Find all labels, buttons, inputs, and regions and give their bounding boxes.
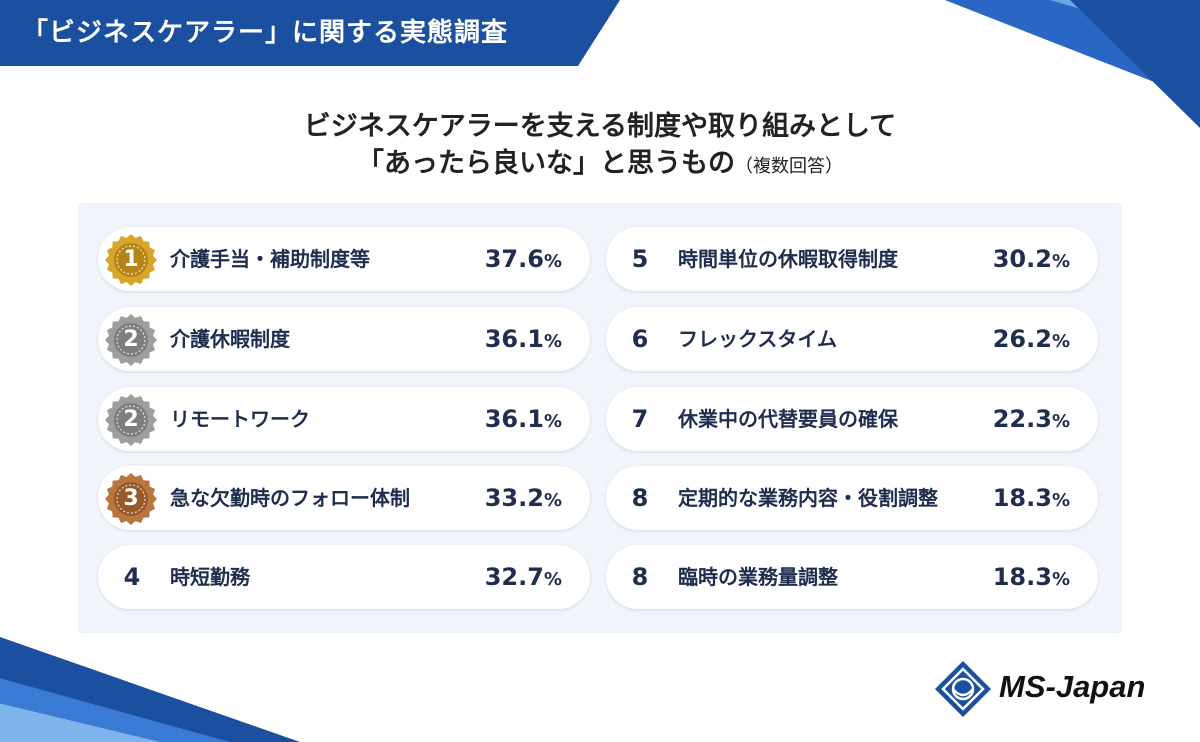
chart-title-line2: 「あったら良いな」と思うもの（複数回答）	[0, 145, 1200, 185]
item-value-unit: %	[1051, 490, 1070, 511]
item-value-unit: %	[1051, 331, 1070, 352]
item-value: 36.1%	[485, 307, 562, 371]
item-value-number: 26.2	[992, 325, 1052, 353]
company-logo: MS-Japan	[933, 655, 1163, 719]
rank-number: 3	[123, 486, 139, 511]
ranking-item: 8 定期的な業務内容・役割調整 18.3%	[606, 466, 1098, 530]
chart-title-line2-main: 「あったら良いな」と思うもの	[357, 148, 735, 179]
rank-number: 2	[123, 407, 139, 432]
ranking-item: 6 フレックスタイム 26.2%	[606, 307, 1098, 371]
item-value: 30.2%	[993, 227, 1070, 291]
chart-title-line1: ビジネスケアラーを支える制度や取り組みとして	[303, 111, 897, 142]
chart-title-note: （複数回答）	[735, 156, 843, 177]
rank-number: 8	[631, 484, 649, 512]
ranking-item: 7 休業中の代替要員の確保 22.3%	[606, 387, 1098, 451]
banner-title: 「ビジネスケアラー」に関する実態調査	[22, 18, 509, 48]
item-label: 休業中の代替要員の確保	[678, 407, 898, 431]
ranking-item: 8 臨時の業務量調整 18.3%	[606, 545, 1098, 609]
rank-number: 4	[123, 563, 141, 591]
rank-number: 6	[631, 325, 649, 353]
rank-number: 5	[631, 245, 649, 273]
item-label: 急な欠勤時のフォロー体制	[170, 486, 410, 510]
item-label: リモートワーク	[170, 407, 310, 431]
ranking-item: 2 リモートワーク 36.1%	[98, 387, 590, 451]
item-label: 介護手当・補助制度等	[170, 247, 370, 271]
ranking-panel: 1 介護手当・補助制度等 37.6% 2 介護休暇制度 36.1% 2 リモートワーク 36.1…	[78, 203, 1122, 633]
item-value-number: 18.3	[992, 484, 1052, 512]
ranking-item: 1 介護手当・補助制度等 37.6%	[98, 227, 590, 291]
item-value-unit: %	[1051, 569, 1070, 590]
logo-text: MS-Japan	[999, 669, 1146, 704]
item-value-unit: %	[543, 490, 562, 511]
ranking-item: 2 介護休暇制度 36.1%	[98, 307, 590, 371]
item-label: フレックスタイム	[678, 327, 837, 351]
rank-number: 7	[631, 405, 649, 433]
item-value-unit: %	[543, 569, 562, 590]
item-value: 33.2%	[485, 466, 562, 530]
silver-medal-icon: 2	[104, 393, 158, 447]
item-value-unit: %	[1051, 411, 1070, 432]
item-value: 37.6%	[485, 227, 562, 291]
item-value: 36.1%	[485, 387, 562, 451]
item-value: 22.3%	[993, 387, 1070, 451]
item-value-number: 18.3	[992, 563, 1052, 591]
item-value: 18.3%	[993, 466, 1070, 530]
ranking-item: 4 時短勤務 32.7%	[98, 545, 590, 609]
item-label: 臨時の業務量調整	[678, 565, 838, 589]
item-value-number: 37.6	[484, 245, 544, 273]
item-value-unit: %	[543, 411, 562, 432]
rank-number: 2	[123, 327, 139, 352]
item-value-number: 32.7	[484, 563, 544, 591]
item-label: 時短勤務	[170, 565, 250, 589]
header-banner	[0, 0, 620, 66]
item-label: 介護休暇制度	[170, 327, 290, 351]
item-value-number: 30.2	[992, 245, 1052, 273]
ranking-item: 5 時間単位の休暇取得制度 30.2%	[606, 227, 1098, 291]
item-value: 32.7%	[485, 545, 562, 609]
item-value-unit: %	[1051, 251, 1070, 272]
bronze-medal-icon: 3	[104, 472, 158, 526]
item-label: 定期的な業務内容・役割調整	[678, 486, 938, 510]
chart-title: ビジネスケアラーを支える制度や取り組みとして 「あったら良いな」と思うもの（複数…	[0, 108, 1200, 185]
item-label: 時間単位の休暇取得制度	[678, 247, 898, 271]
item-value: 18.3%	[993, 545, 1070, 609]
item-value: 26.2%	[993, 307, 1070, 371]
item-value-unit: %	[543, 331, 562, 352]
item-value-unit: %	[543, 251, 562, 272]
item-value-number: 36.1	[484, 325, 544, 353]
gold-medal-icon: 1	[104, 233, 158, 287]
rank-number: 8	[631, 563, 649, 591]
item-value-number: 33.2	[484, 484, 544, 512]
item-value-number: 22.3	[992, 405, 1052, 433]
silver-medal-icon: 2	[104, 313, 158, 367]
ranking-item: 3 急な欠勤時のフォロー体制 33.2%	[98, 466, 590, 530]
item-value-number: 36.1	[484, 405, 544, 433]
ms-japan-logo-icon	[935, 661, 991, 717]
rank-number: 1	[123, 247, 139, 272]
